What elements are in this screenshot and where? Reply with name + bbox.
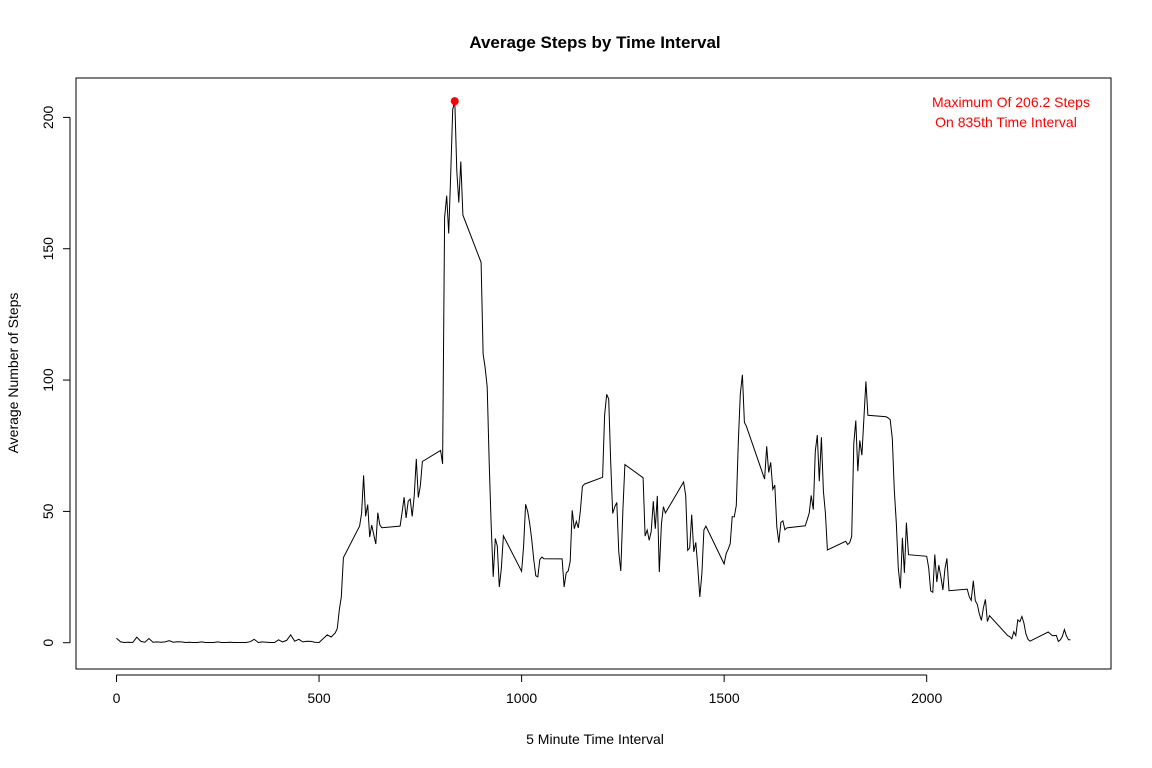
x-tick-label: 1000 bbox=[506, 690, 537, 706]
y-axis-label: Average Number of Steps bbox=[5, 293, 21, 454]
plot-frame bbox=[75, 77, 1112, 670]
y-tick-label: 0 bbox=[40, 639, 56, 647]
steps-series-line bbox=[116, 100, 1071, 644]
x-tick-label: 1500 bbox=[709, 690, 740, 706]
x-tick-label: 2000 bbox=[911, 690, 942, 706]
y-axis: 0 50 100 150 200 bbox=[40, 106, 71, 647]
x-tick-label: 500 bbox=[307, 690, 331, 706]
x-axis-label: 5 Minute Time Interval bbox=[526, 731, 664, 747]
max-annotation-line2: On 835th Time Interval bbox=[935, 114, 1077, 130]
y-tick-label: 100 bbox=[40, 368, 56, 392]
x-tick-label: 0 bbox=[113, 690, 121, 706]
chart-title: Average Steps by Time Interval bbox=[469, 33, 720, 52]
max-annotation-line1: Maximum Of 206.2 Steps bbox=[932, 94, 1090, 110]
y-tick-label: 150 bbox=[40, 237, 56, 261]
x-axis: 0 500 1000 1500 2000 bbox=[113, 674, 942, 706]
y-tick-label: 200 bbox=[40, 106, 56, 130]
y-tick-label: 50 bbox=[40, 503, 56, 519]
max-point-marker bbox=[450, 97, 459, 106]
